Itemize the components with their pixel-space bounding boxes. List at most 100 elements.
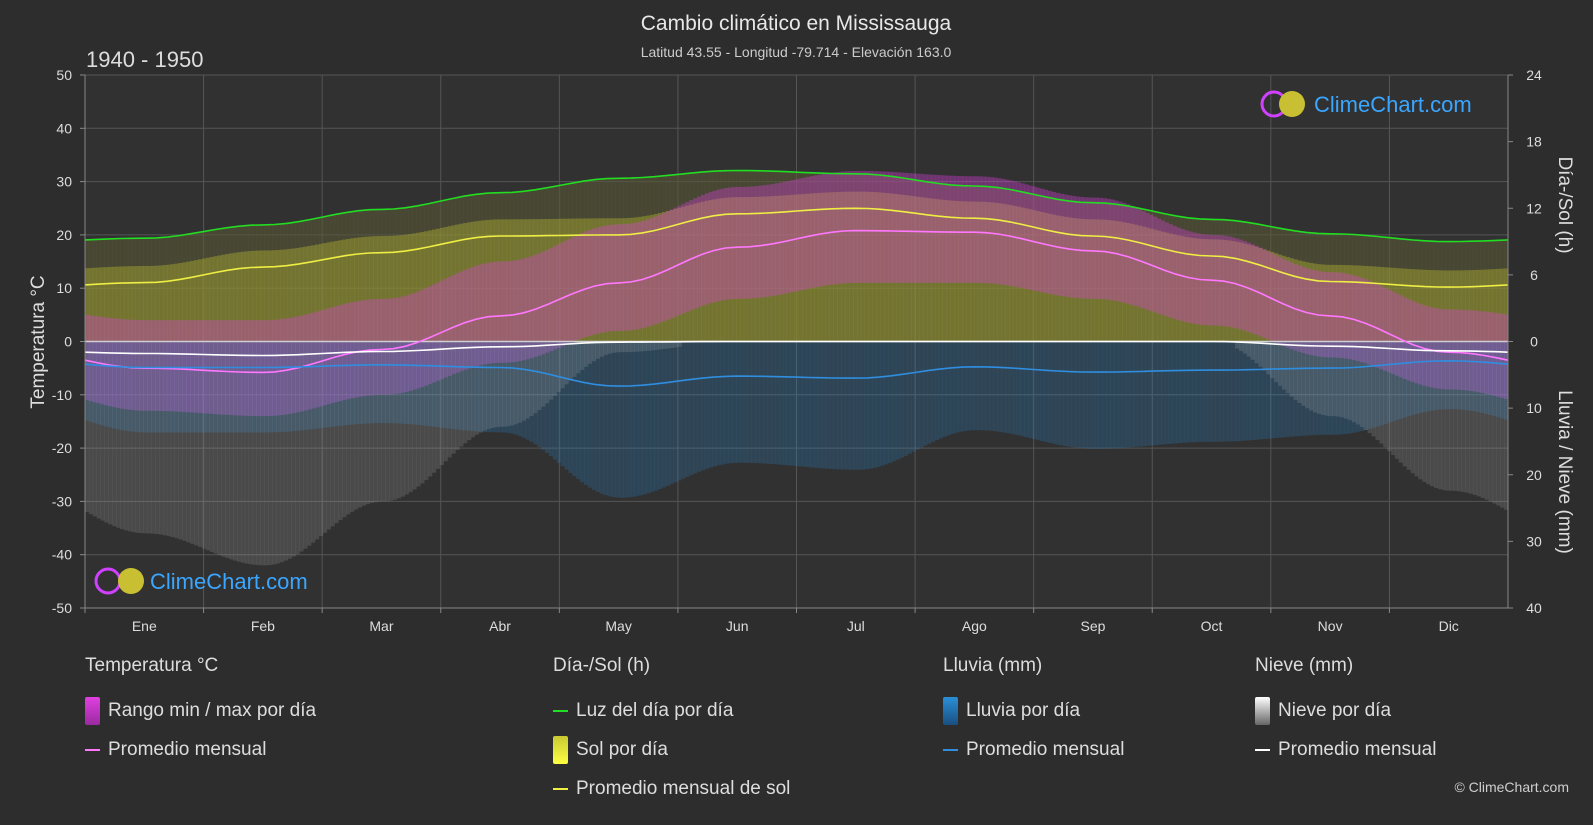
temp-range-bar — [884, 171, 889, 283]
rain-bar — [1196, 341, 1201, 443]
daylight-bar — [899, 177, 905, 342]
daylight-bar — [1316, 233, 1322, 342]
daylight-bar — [595, 179, 600, 342]
rain-bar — [1063, 341, 1068, 447]
rain-bar — [1168, 341, 1174, 444]
rain-bar — [849, 341, 854, 470]
daylight-bar — [1016, 190, 1021, 342]
daylight-bar — [923, 181, 928, 342]
snow-bar — [1328, 341, 1333, 417]
legend-label-snow: Nieve por día — [1278, 699, 1392, 721]
sunshine-bar — [357, 237, 363, 342]
rain-bar — [1461, 341, 1466, 410]
temp-range-bar — [1359, 277, 1365, 363]
daylight-bar — [123, 238, 129, 342]
sunshine-bar — [907, 195, 912, 342]
rain-bar — [1430, 341, 1435, 411]
sunshine-bar — [311, 245, 316, 342]
temp-range-bar — [677, 205, 682, 315]
daylight-bar — [295, 222, 300, 342]
sunshine-bar — [463, 223, 468, 342]
sunshine-bar — [1188, 237, 1193, 342]
daylight-bar — [1036, 194, 1041, 342]
temp-range-bar — [1344, 273, 1349, 359]
temp-avg-line — [84, 229, 1509, 374]
sunshine-bar — [872, 192, 877, 342]
rain-bar — [646, 341, 651, 494]
temp-range-bar — [439, 280, 444, 380]
temp-range-bar — [794, 179, 799, 292]
sunshine-bar — [373, 236, 378, 342]
brand-logo-top[interactable]: ClimeChart.com — [1260, 90, 1472, 118]
rain-bar — [295, 341, 300, 431]
daylight-bar — [1484, 240, 1489, 342]
daylight-bar — [1079, 202, 1084, 342]
daylight-bar — [1476, 241, 1482, 342]
temp-range-bar — [790, 180, 795, 293]
rain-bar — [1125, 341, 1131, 448]
temp-range-bar — [291, 317, 296, 414]
temp-range-bar — [1328, 272, 1333, 358]
sunshine-bar — [1246, 244, 1251, 342]
daylight-bar — [490, 192, 495, 342]
daylight-bar — [350, 211, 355, 342]
daylight-bar — [198, 232, 203, 342]
rain-bar — [763, 341, 768, 464]
daylight-bar — [151, 238, 156, 342]
temp-range-bar — [1044, 189, 1049, 294]
daylight-bar — [509, 192, 515, 342]
daylight-bar — [120, 238, 125, 342]
rain-bar — [977, 341, 982, 431]
daylight-bar — [1449, 241, 1454, 342]
temp-range-bar — [120, 319, 125, 409]
rain-bar — [1383, 341, 1388, 425]
rain-bar — [993, 341, 998, 432]
rain-bar — [1235, 341, 1240, 442]
daylight-bar — [1340, 233, 1345, 342]
rain-bar — [178, 341, 183, 433]
sunshine-bar — [1254, 246, 1259, 342]
snow-bar — [447, 341, 452, 458]
temp-range-bar — [365, 299, 370, 396]
sunshine-bar — [1079, 218, 1084, 342]
temp-range-bar — [1129, 205, 1135, 305]
daylight-bar — [85, 239, 90, 342]
sunshine-bar — [96, 267, 101, 342]
daylight-bar — [938, 183, 943, 342]
sunshine-bar — [1391, 267, 1396, 342]
temp-range-bar — [85, 314, 90, 401]
temp-range-bar — [1418, 303, 1423, 385]
sunshine-bar — [1090, 219, 1096, 342]
sunshine-bar — [1430, 270, 1435, 342]
snow-bar — [190, 341, 195, 544]
rain-bar — [1289, 341, 1294, 437]
rain-bar — [299, 341, 304, 431]
snow-bar — [498, 341, 503, 427]
rain-bar — [502, 341, 507, 433]
daylight-bar — [116, 238, 121, 342]
sunshine-bar — [1040, 211, 1045, 342]
daylight-bar — [283, 223, 289, 342]
daylight-bar — [217, 229, 222, 342]
temp-range-bar — [833, 172, 838, 285]
legend-item-temp-avg: Promedio mensual — [85, 730, 316, 769]
snow-bar — [229, 341, 234, 560]
sunshine-bar — [619, 218, 624, 342]
sunshine-bar — [794, 194, 799, 342]
rain-bar — [127, 341, 133, 432]
snow-bar — [174, 341, 179, 539]
rain-bar — [92, 341, 97, 424]
temp-range-bar — [568, 238, 573, 344]
rain-bar — [1215, 341, 1220, 442]
sunshine-bar — [607, 218, 612, 342]
temp-range-bar — [743, 186, 749, 299]
snow-bar — [1367, 341, 1372, 434]
brand-logo-bottom[interactable]: ClimeChart.com — [94, 567, 308, 595]
sunshine-bar — [1020, 207, 1025, 342]
temp-range-bar — [689, 200, 694, 311]
daylight-bar — [954, 185, 959, 342]
snow-bar — [1293, 341, 1298, 400]
snow-bar — [529, 341, 534, 417]
temp-range-bar — [704, 193, 710, 305]
sunshine-bar — [564, 218, 569, 342]
